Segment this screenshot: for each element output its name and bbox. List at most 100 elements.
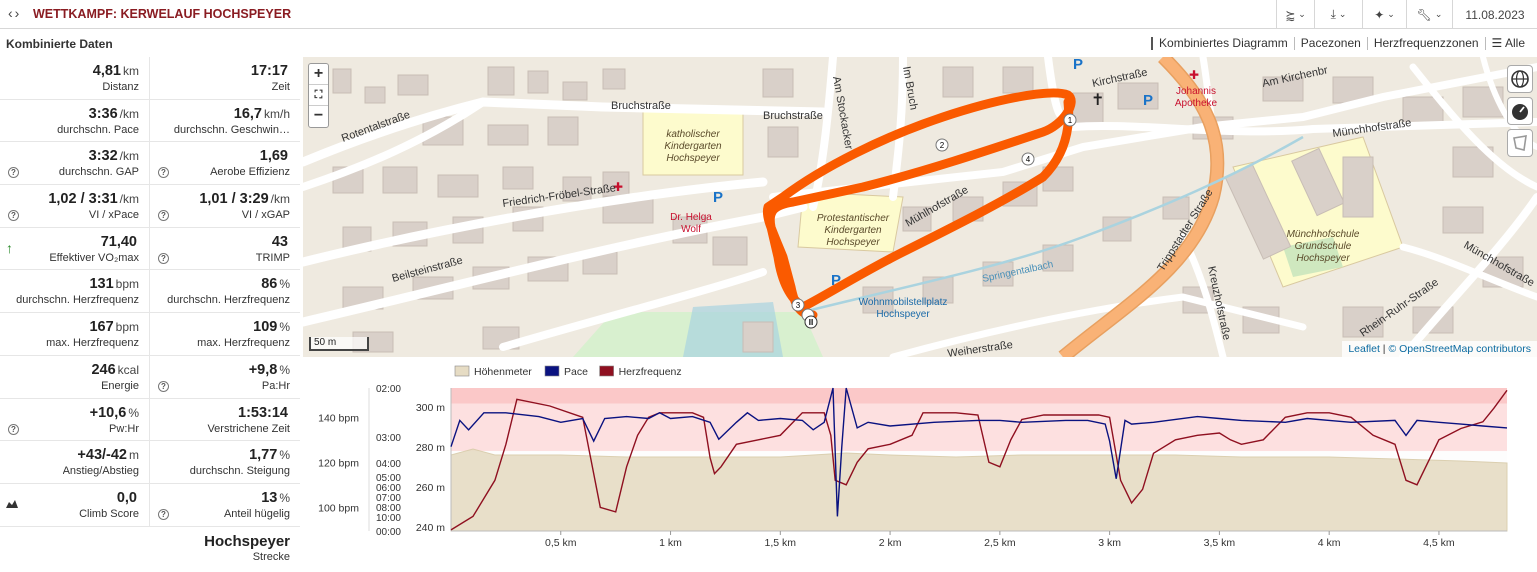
- stat-cell: 0,0 Climb Score: [0, 483, 150, 526]
- download-button[interactable]: ⤓ ⌄: [1314, 0, 1362, 29]
- stat-label: Pw:Hr: [109, 422, 139, 435]
- route-name: Hochspeyer: [204, 532, 290, 550]
- stat-cell: 109% max. Herzfrequenz: [150, 313, 300, 355]
- stat-label: Verstrichene Zeit: [207, 422, 290, 435]
- map-label: Wohnmobilstellplatz: [859, 297, 948, 308]
- stat-cell: 131 bpm durchschn. Herzfrequenz: [0, 270, 150, 313]
- zoom-in-button[interactable]: +: [309, 64, 328, 85]
- elevation-tick-label: 280 m: [416, 442, 445, 454]
- top-bar: ‹› WETTKAMPF: KERWELAUF HOCHSPEYER ⪸ ⌄ ⤓ ⌄…: [0, 0, 1537, 29]
- stat-cell: ? +9,8% Pa:Hr: [150, 356, 300, 398]
- climb-icon: [6, 499, 18, 508]
- tab-combined-chart[interactable]: Kombiniertes Diagramm: [1151, 37, 1294, 50]
- stat-value: 1,69: [259, 148, 288, 165]
- x-tick-label: 1,5 km: [765, 537, 797, 549]
- stat-row-route: Hochspeyer Strecke: [0, 527, 300, 570]
- tab-all-label: Alle: [1504, 36, 1525, 50]
- stat-cell: ? 1,69 Aerobe Effizienz: [150, 142, 300, 184]
- hr-tick-label: 120 bpm: [318, 457, 359, 469]
- tab-pace-zones[interactable]: Pacezonen: [1293, 37, 1367, 50]
- pace-tick-label: 00:00: [376, 527, 401, 538]
- help-icon[interactable]: ?: [158, 210, 169, 222]
- help-icon[interactable]: ?: [158, 167, 169, 179]
- stat-cell: 17:17 Zeit: [150, 57, 300, 99]
- fullscreen-button[interactable]: ⛶: [309, 85, 328, 106]
- menu-icon: ☰: [1491, 36, 1505, 50]
- pace-tick-label: 07:00: [376, 493, 401, 504]
- globe-layer-button[interactable]: [1507, 65, 1533, 93]
- stat-value: +9,8%: [248, 361, 290, 378]
- help-icon[interactable]: ?: [8, 423, 19, 435]
- map-label: Münchhofschule: [1287, 229, 1360, 240]
- route-map[interactable]: 1 2 4 3 II P P P P ✝ ✚ ✚ Bruchstraße Bru…: [303, 57, 1537, 357]
- stat-label: Anteil hügelig: [223, 507, 290, 520]
- elevation-tick-label: 300 m: [416, 402, 445, 414]
- svg-text:1: 1: [1068, 116, 1073, 125]
- stat-value: 246 kcal: [91, 361, 139, 378]
- route-layer-button[interactable]: [1507, 129, 1533, 157]
- stat-value: 3:32/km: [88, 148, 139, 165]
- stat-cell: ? 1,01 / 3:29/km VI / xGAP: [150, 185, 300, 227]
- tab-hr-zones[interactable]: Herzfrequenzzonen: [1366, 37, 1485, 50]
- route-layer-icon: [1513, 135, 1527, 151]
- help-icon[interactable]: ?: [8, 210, 19, 222]
- map-label: Hochspeyer: [826, 237, 880, 248]
- chevron-down-icon: ⌄: [1434, 9, 1443, 19]
- map-label: Kindergarten: [824, 225, 882, 236]
- stat-cell: 246 kcal Energie: [0, 355, 150, 398]
- parking-icon: P: [1073, 57, 1083, 73]
- help-icon[interactable]: ?: [158, 380, 169, 392]
- tab-all[interactable]: ☰ Alle: [1484, 36, 1531, 50]
- svg-text:4: 4: [1026, 155, 1031, 164]
- globe-icon: [1511, 70, 1529, 88]
- help-icon[interactable]: ?: [158, 508, 169, 520]
- help-icon[interactable]: ?: [158, 252, 169, 264]
- date-cell: 11.08.2023: [1452, 0, 1537, 29]
- x-tick-label: 4,5 km: [1423, 537, 1455, 549]
- x-tick-label: 0,5 km: [545, 537, 577, 549]
- prev-next-nav[interactable]: ‹›: [8, 5, 22, 21]
- stat-label: TRIMP: [255, 251, 290, 264]
- stat-value: 1,77%: [249, 447, 290, 464]
- stat-value: 16,7 km/h: [233, 105, 290, 122]
- stat-value: 86%: [261, 276, 290, 293]
- leaflet-link[interactable]: Leaflet: [1348, 343, 1380, 355]
- chevron-down-icon: ⌄: [1338, 9, 1347, 19]
- pace-tick-label: 08:00: [376, 503, 401, 514]
- stat-cell: 86% durchschn. Herzfrequenz: [150, 270, 300, 312]
- osm-link[interactable]: © OpenStreetMap contributors: [1388, 343, 1531, 355]
- legend-label: Höhenmeter: [474, 366, 532, 378]
- pace-tick-label: 10:00: [376, 513, 401, 524]
- map-canvas[interactable]: 1 2 4 3 II P P P P ✝ ✚ ✚ Bruchstraße Bru…: [303, 57, 1537, 357]
- combined-chart[interactable]: 140 bpm 120 bpm 100 bpm 02:00 03:00 04:00 05:0…: [303, 360, 1537, 567]
- stat-label: Effektiver VO₂max: [49, 251, 139, 264]
- legend-swatch: [454, 365, 470, 377]
- stat-row: 167 bpm max. Herzfrequenz 109% max. Herzfreq…: [0, 313, 300, 356]
- series-pace: [450, 387, 1508, 517]
- magic-button[interactable]: ✦ ⌄: [1362, 0, 1406, 29]
- map-label: Dr. Helga: [670, 212, 712, 223]
- stat-value: 4,81 km: [92, 63, 139, 79]
- help-icon[interactable]: ?: [8, 167, 19, 179]
- magic-wand-icon: ✦: [1374, 7, 1385, 22]
- pace-tick-label: 03:00: [376, 433, 401, 444]
- share-icon: ⪸: [1285, 7, 1296, 22]
- hr-zone-band: [451, 403, 1507, 452]
- chevron-down-icon: ⌄: [1387, 9, 1395, 19]
- map-label: Hochspeyer: [876, 309, 930, 320]
- stat-row: ? +10,6% Pw:Hr 1:53:14 Verstrichene Zeit: [0, 398, 300, 442]
- tools-button[interactable]: 🔧︎ ⌄: [1406, 0, 1452, 29]
- map-label: Johannis: [1176, 86, 1216, 97]
- share-button[interactable]: ⪸ ⌄: [1276, 0, 1314, 29]
- stat-cell: 3:36/km durchschn. Pace: [0, 99, 150, 142]
- parking-icon: P: [1143, 92, 1153, 109]
- pace-tick-label: 02:00: [376, 384, 401, 395]
- zoom-control: + ⛶ −: [308, 63, 329, 128]
- chart-canvas[interactable]: 140 bpm 120 bpm 100 bpm 02:00 03:00 04:00 05:0…: [303, 360, 1537, 567]
- stat-cell: +43/-42 m Anstieg/Abstieg: [0, 441, 150, 483]
- gauge-button[interactable]: [1507, 97, 1533, 125]
- stat-value: 1:53:14: [238, 404, 288, 421]
- x-tick-label: 1 km: [659, 537, 682, 549]
- parking-icon: P: [713, 189, 723, 206]
- zoom-out-button[interactable]: −: [313, 107, 324, 124]
